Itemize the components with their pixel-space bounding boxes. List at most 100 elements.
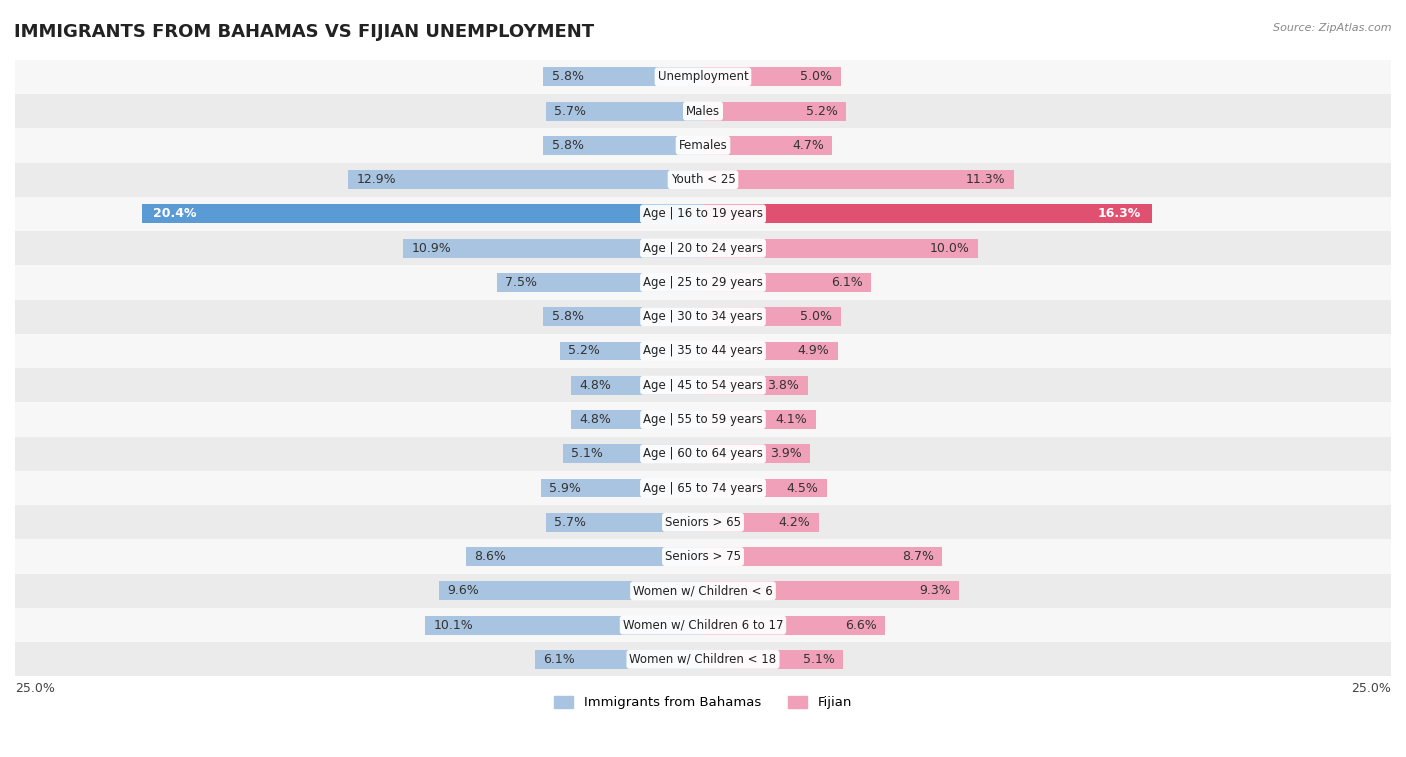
Bar <box>703 67 841 86</box>
Text: 4.7%: 4.7% <box>792 139 824 152</box>
Text: Age | 16 to 19 years: Age | 16 to 19 years <box>643 207 763 220</box>
Text: 4.8%: 4.8% <box>579 378 612 391</box>
Text: 4.1%: 4.1% <box>776 413 807 426</box>
Text: Seniors > 75: Seniors > 75 <box>665 550 741 563</box>
Bar <box>15 608 1391 642</box>
Bar <box>703 341 838 360</box>
Bar <box>142 204 703 223</box>
Text: 5.7%: 5.7% <box>554 104 586 117</box>
Bar <box>15 437 1391 471</box>
Bar <box>349 170 703 189</box>
Bar <box>15 60 1391 94</box>
Text: 9.6%: 9.6% <box>447 584 479 597</box>
Bar <box>703 170 1014 189</box>
Bar <box>15 334 1391 368</box>
Text: 7.5%: 7.5% <box>505 276 537 289</box>
Bar <box>703 101 846 120</box>
Bar <box>546 513 703 531</box>
Text: IMMIGRANTS FROM BAHAMAS VS FIJIAN UNEMPLOYMENT: IMMIGRANTS FROM BAHAMAS VS FIJIAN UNEMPL… <box>14 23 595 41</box>
Text: 12.9%: 12.9% <box>356 173 396 186</box>
Bar <box>496 273 703 292</box>
Text: Age | 45 to 54 years: Age | 45 to 54 years <box>643 378 763 391</box>
Text: 10.1%: 10.1% <box>433 618 472 631</box>
Text: Women w/ Children < 6: Women w/ Children < 6 <box>633 584 773 597</box>
Bar <box>571 410 703 429</box>
Text: Youth < 25: Youth < 25 <box>671 173 735 186</box>
Bar <box>703 444 810 463</box>
Bar <box>425 615 703 634</box>
Bar <box>703 650 844 668</box>
Text: Women w/ Children < 18: Women w/ Children < 18 <box>630 653 776 666</box>
Bar <box>15 128 1391 163</box>
Bar <box>546 101 703 120</box>
Bar <box>703 204 1152 223</box>
Bar <box>703 410 815 429</box>
Bar <box>541 478 703 497</box>
Bar <box>703 273 870 292</box>
Text: 25.0%: 25.0% <box>1351 681 1391 695</box>
Text: Age | 30 to 34 years: Age | 30 to 34 years <box>643 310 763 323</box>
Bar <box>467 547 703 566</box>
Bar <box>15 540 1391 574</box>
Text: 5.2%: 5.2% <box>806 104 838 117</box>
Text: 9.3%: 9.3% <box>920 584 950 597</box>
Bar <box>571 375 703 394</box>
Bar <box>15 368 1391 403</box>
Text: 20.4%: 20.4% <box>153 207 195 220</box>
Text: 4.9%: 4.9% <box>797 344 830 357</box>
Bar <box>703 238 979 257</box>
Bar <box>15 471 1391 505</box>
Bar <box>536 650 703 668</box>
Bar <box>562 444 703 463</box>
Text: 4.2%: 4.2% <box>779 516 810 529</box>
Bar <box>15 574 1391 608</box>
Bar <box>703 307 841 326</box>
Text: 8.7%: 8.7% <box>903 550 934 563</box>
Text: 3.9%: 3.9% <box>770 447 801 460</box>
Text: 5.1%: 5.1% <box>803 653 835 666</box>
Bar <box>15 94 1391 128</box>
Bar <box>15 265 1391 300</box>
Text: 5.0%: 5.0% <box>800 310 832 323</box>
Bar <box>439 581 703 600</box>
Bar <box>15 300 1391 334</box>
Text: Age | 35 to 44 years: Age | 35 to 44 years <box>643 344 763 357</box>
Text: 6.1%: 6.1% <box>831 276 863 289</box>
Bar <box>15 642 1391 677</box>
Text: Age | 55 to 59 years: Age | 55 to 59 years <box>643 413 763 426</box>
Text: 5.1%: 5.1% <box>571 447 603 460</box>
Bar <box>543 307 703 326</box>
Text: 5.8%: 5.8% <box>551 70 583 83</box>
Bar <box>15 505 1391 540</box>
Bar <box>15 197 1391 231</box>
Bar <box>703 547 942 566</box>
Bar <box>703 513 818 531</box>
Text: 11.3%: 11.3% <box>966 173 1005 186</box>
Bar <box>703 478 827 497</box>
Bar <box>543 67 703 86</box>
Text: Seniors > 65: Seniors > 65 <box>665 516 741 529</box>
Bar <box>703 615 884 634</box>
Text: 5.2%: 5.2% <box>568 344 600 357</box>
Text: Source: ZipAtlas.com: Source: ZipAtlas.com <box>1274 23 1392 33</box>
Bar <box>15 403 1391 437</box>
Text: Age | 65 to 74 years: Age | 65 to 74 years <box>643 481 763 494</box>
Text: Males: Males <box>686 104 720 117</box>
Bar <box>703 581 959 600</box>
Bar <box>404 238 703 257</box>
Text: 5.0%: 5.0% <box>800 70 832 83</box>
Text: Age | 20 to 24 years: Age | 20 to 24 years <box>643 241 763 254</box>
Text: Age | 60 to 64 years: Age | 60 to 64 years <box>643 447 763 460</box>
Text: 3.8%: 3.8% <box>768 378 800 391</box>
Text: 10.9%: 10.9% <box>412 241 451 254</box>
Text: Females: Females <box>679 139 727 152</box>
Legend: Immigrants from Bahamas, Fijian: Immigrants from Bahamas, Fijian <box>548 690 858 715</box>
Bar <box>543 136 703 154</box>
Text: 5.9%: 5.9% <box>548 481 581 494</box>
Text: 8.6%: 8.6% <box>475 550 506 563</box>
Text: Unemployment: Unemployment <box>658 70 748 83</box>
Bar <box>15 163 1391 197</box>
Text: 4.5%: 4.5% <box>787 481 818 494</box>
Bar <box>703 375 807 394</box>
Text: 4.8%: 4.8% <box>579 413 612 426</box>
